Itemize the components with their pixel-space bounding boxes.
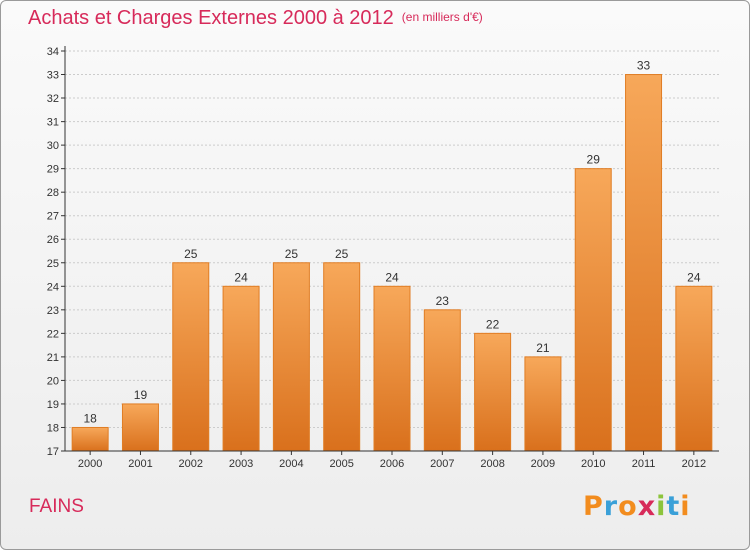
bar xyxy=(71,426,109,452)
y-tick-label: 27 xyxy=(47,211,59,223)
y-tick-label: 20 xyxy=(47,375,59,387)
y-tick-label: 18 xyxy=(47,422,59,434)
bar-value-label: 25 xyxy=(335,247,349,261)
proxiti-logo[interactable]: Proxiti xyxy=(583,491,691,522)
bar-value-label: 21 xyxy=(536,341,550,355)
x-tick-label: 2005 xyxy=(329,458,353,470)
bar-value-label: 24 xyxy=(234,270,248,284)
bar xyxy=(574,168,612,452)
y-tick-label: 26 xyxy=(47,234,59,246)
y-tick-label: 19 xyxy=(47,399,59,411)
y-tick-label: 21 xyxy=(47,352,59,364)
bar xyxy=(121,403,159,452)
x-tick-label: 2010 xyxy=(581,458,605,470)
x-tick-label: 2012 xyxy=(682,458,706,470)
y-tick-label: 29 xyxy=(47,164,59,176)
x-tick-label: 2004 xyxy=(279,458,303,470)
chart-title: Achats et Charges Externes 2000 à 2012 (e… xyxy=(28,7,483,30)
unit-note: (en milliers d'€) xyxy=(401,10,483,24)
commune-name: FAINS xyxy=(29,496,84,517)
x-tick-label: 2011 xyxy=(632,458,656,470)
bar xyxy=(524,356,562,452)
bar xyxy=(222,285,260,452)
bar-value-label: 25 xyxy=(184,247,198,261)
y-tick-label: 30 xyxy=(47,140,59,152)
bar-value-label: 24 xyxy=(687,270,701,284)
y-tick-label: 28 xyxy=(47,187,59,199)
bar xyxy=(272,262,310,452)
bar xyxy=(474,332,512,452)
bar xyxy=(675,285,713,452)
x-tick-label: 2003 xyxy=(229,458,253,470)
x-tick-label: 2002 xyxy=(179,458,203,470)
y-tick-label: 34 xyxy=(47,46,59,58)
bar-value-label: 29 xyxy=(587,153,601,167)
y-tick-label: 17 xyxy=(47,446,59,458)
y-tick-label: 32 xyxy=(47,93,59,105)
y-tick-label: 25 xyxy=(47,258,59,270)
bar-value-label: 19 xyxy=(134,388,148,402)
bar-value-label: 18 xyxy=(83,411,97,425)
bar xyxy=(373,285,411,452)
y-tick-label: 33 xyxy=(47,70,59,82)
bar-value-label: 24 xyxy=(385,270,399,284)
x-tick-label: 2009 xyxy=(531,458,555,470)
y-tick-label: 22 xyxy=(47,328,59,340)
x-tick-label: 2000 xyxy=(78,458,102,470)
x-tick-label: 2006 xyxy=(380,458,404,470)
bars xyxy=(71,74,713,452)
bar xyxy=(625,74,663,452)
bar xyxy=(423,309,461,452)
bar xyxy=(323,262,361,452)
y-tick-label: 23 xyxy=(47,305,59,317)
bar-value-label: 22 xyxy=(486,317,500,331)
axes xyxy=(61,46,719,455)
x-tick-label: 2001 xyxy=(128,458,152,470)
x-tick-label: 2008 xyxy=(480,458,504,470)
labels: 17 18 19 20 21 22 23 24 25 26 27 28 29 30 31 32 33 34 18 20… xyxy=(47,46,706,470)
y-tick-label: 24 xyxy=(47,281,59,293)
bar-value-label: 33 xyxy=(637,59,651,73)
bar xyxy=(172,262,210,452)
bar-value-label: 25 xyxy=(285,247,299,261)
title-text: Achats et Charges Externes 2000 à 2012 xyxy=(28,7,394,29)
x-tick-label: 2007 xyxy=(430,458,454,470)
y-tick-label: 31 xyxy=(47,117,59,129)
bar-value-label: 23 xyxy=(436,294,450,308)
